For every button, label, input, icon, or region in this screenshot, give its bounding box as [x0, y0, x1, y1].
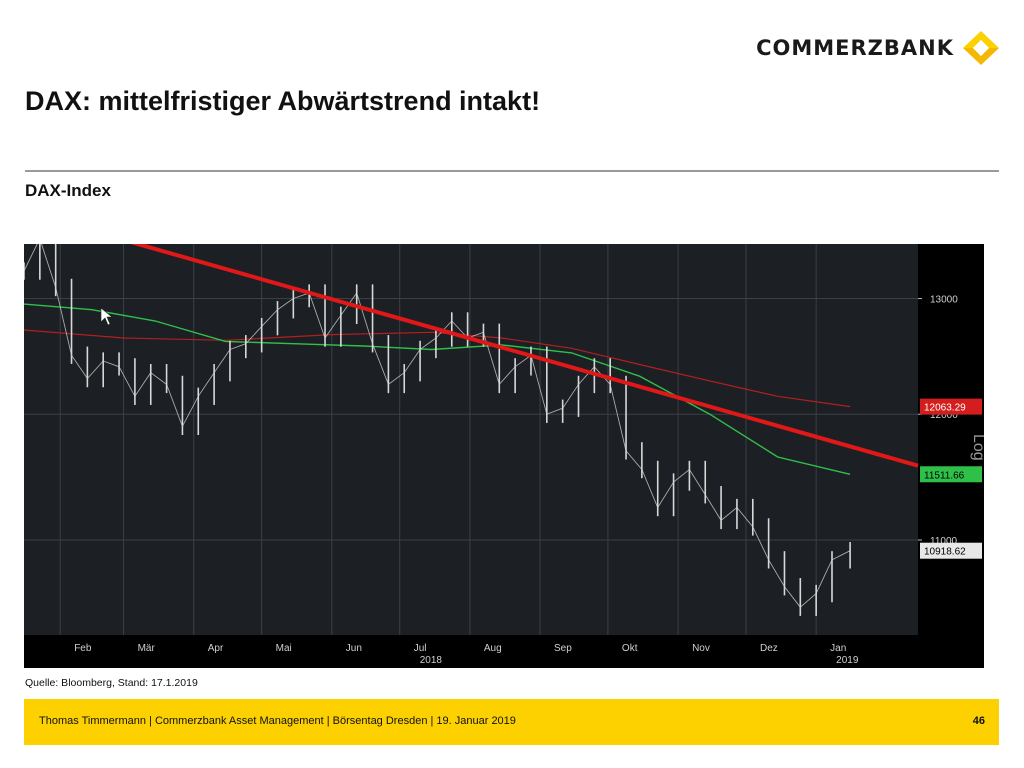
series-ma-red: [23, 329, 851, 408]
x-year-label: 2018: [420, 655, 443, 666]
x-tick-label: Apr: [208, 643, 224, 654]
x-tick-label: Dez: [760, 643, 778, 654]
x-tick-label: Feb: [74, 643, 92, 654]
log-scale-label: Log: [970, 434, 984, 461]
series-ma-green: [23, 303, 851, 475]
x-tick-label: Mär: [138, 643, 156, 654]
trendline: [43, 215, 919, 468]
y-tick-label: 13000: [930, 295, 958, 306]
tag-ma-red-label: 12063.29: [924, 403, 966, 414]
y-tick-label: 12000: [930, 410, 958, 421]
tag-dax-box: [920, 542, 982, 559]
x-tick-label: Jan: [830, 643, 846, 654]
slide-title: DAX: mittelfristiger Abwärtstrend intakt…: [25, 86, 541, 116]
footer-bar: Thomas Timmermann | Commerzbank Asset Ma…: [24, 699, 999, 745]
brand-name: COMMERZBANK: [756, 36, 954, 60]
dax-chart-svg: Feb Mär Apr Mai Jun Jul Aug Sep Okt Nov Dez Jan 2018…: [23, 215, 987, 668]
x-year-label: 2019: [836, 655, 859, 666]
tag-ma-red-box: [920, 398, 982, 415]
x-tick-label: Mai: [276, 643, 292, 654]
x-tick-label: Jun: [346, 643, 362, 654]
y-tick-label: 11000: [930, 536, 958, 547]
plot-area: [24, 244, 918, 635]
series-dax: [23, 237, 851, 608]
dax-chart: Feb Mär Apr Mai Jun Jul Aug Sep Okt Nov Dez Jan 2018…: [23, 215, 987, 668]
chart-subtitle: DAX-Index: [25, 181, 111, 200]
commerzbank-logo: COMMERZBANK: [756, 30, 1000, 66]
tag-dax-label: 10918.62: [924, 547, 966, 558]
x-tick-label: Jul: [414, 643, 427, 654]
commerzbank-ribbon-icon: [963, 31, 999, 65]
x-tick-label: Nov: [692, 643, 710, 654]
cursor-icon: [100, 307, 113, 326]
x-tick-label: Okt: [622, 643, 638, 654]
page-number: 46: [972, 715, 985, 727]
x-tick-label: Sep: [554, 643, 572, 654]
footer-text: Thomas Timmermann | Commerzbank Asset Ma…: [39, 715, 516, 727]
tag-ma-green-box: [920, 466, 982, 483]
tag-ma-green-label: 11511.66: [924, 470, 965, 481]
x-tick-label: Aug: [484, 643, 502, 654]
source-note: Quelle: Bloomberg, Stand: 17.1.2019: [25, 677, 198, 689]
title-divider: [25, 170, 999, 172]
